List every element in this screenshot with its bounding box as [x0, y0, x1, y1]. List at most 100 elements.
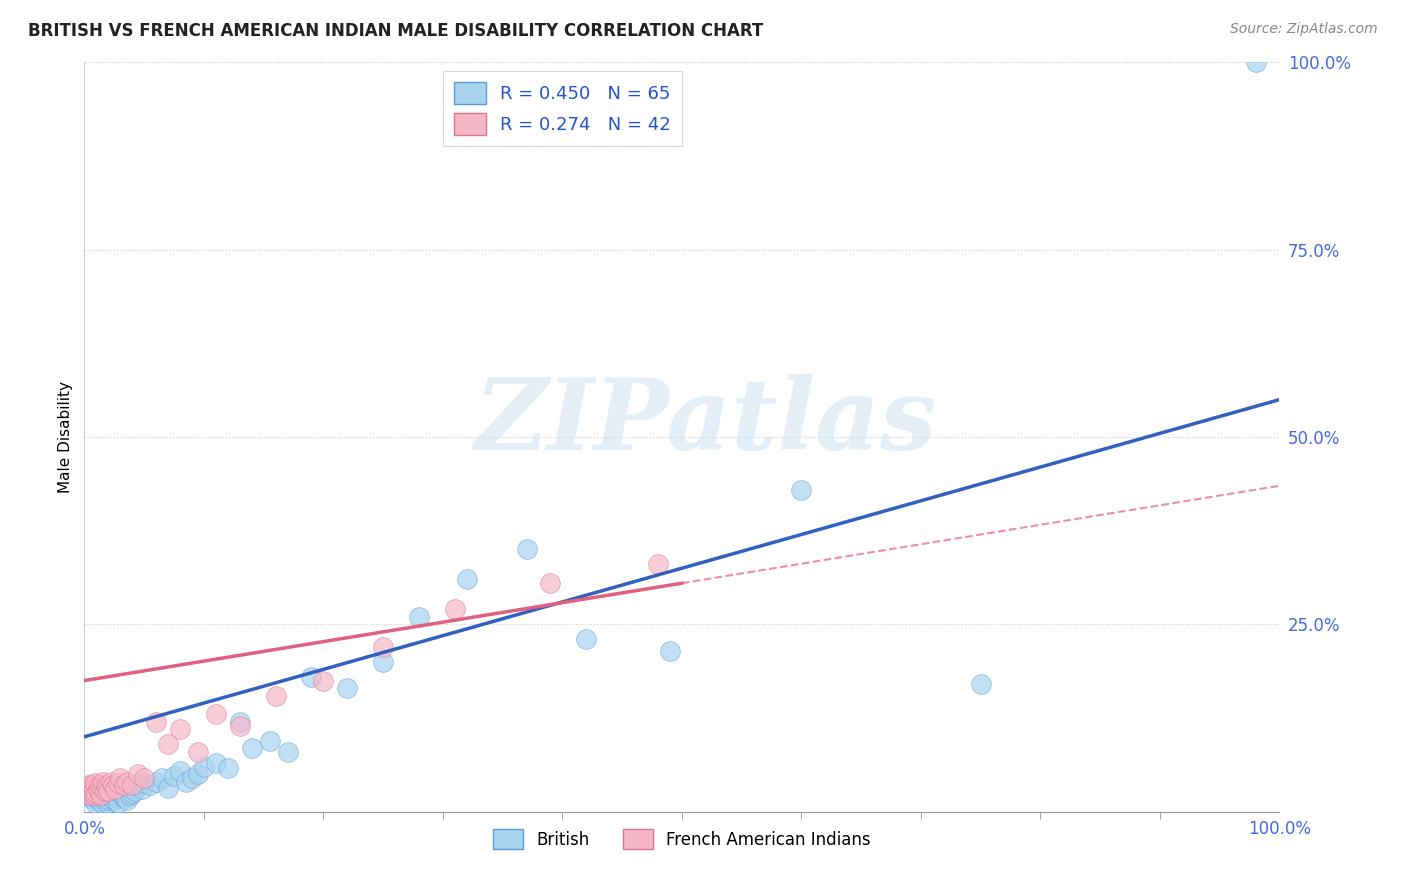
Point — [83, 782, 105, 797]
Point — [104, 782, 127, 797]
Point — [456, 573, 478, 587]
Point — [107, 796, 129, 810]
Point — [107, 776, 129, 790]
Point — [118, 789, 141, 803]
Point — [93, 783, 115, 797]
Point — [79, 786, 101, 800]
Point — [647, 558, 669, 572]
Point — [259, 733, 281, 747]
Point — [86, 791, 108, 805]
Point — [87, 793, 110, 807]
Point — [121, 786, 143, 800]
Point — [240, 741, 263, 756]
Point — [84, 776, 107, 790]
Point — [110, 771, 132, 785]
Point — [84, 796, 107, 810]
Point — [157, 780, 180, 795]
Point — [169, 764, 191, 778]
Point — [83, 789, 105, 803]
Point — [127, 767, 149, 781]
Point — [114, 791, 136, 805]
Point — [131, 782, 153, 797]
Point — [89, 789, 111, 804]
Point — [86, 786, 108, 800]
Point — [1244, 55, 1267, 70]
Point — [444, 602, 467, 616]
Text: BRITISH VS FRENCH AMERICAN INDIAN MALE DISABILITY CORRELATION CHART: BRITISH VS FRENCH AMERICAN INDIAN MALE D… — [28, 22, 763, 40]
Point — [93, 774, 115, 789]
Point — [89, 779, 111, 793]
Point — [145, 714, 167, 729]
Point — [205, 707, 228, 722]
Point — [90, 789, 112, 803]
Point — [90, 791, 112, 805]
Point — [110, 786, 132, 800]
Point — [79, 789, 101, 803]
Point — [205, 756, 228, 770]
Point — [91, 786, 114, 800]
Point — [87, 786, 110, 800]
Point — [97, 796, 120, 810]
Point — [121, 779, 143, 793]
Point — [98, 793, 121, 807]
Point — [94, 789, 117, 803]
Point — [301, 670, 323, 684]
Point — [111, 789, 134, 804]
Point — [229, 718, 252, 732]
Point — [86, 782, 108, 797]
Point — [93, 793, 115, 807]
Point — [77, 779, 100, 793]
Point — [264, 689, 287, 703]
Point — [86, 782, 108, 797]
Point — [174, 774, 197, 789]
Point — [540, 576, 562, 591]
Point — [516, 542, 538, 557]
Point — [373, 640, 395, 654]
Point — [139, 779, 162, 793]
Point — [659, 643, 682, 657]
Point — [336, 681, 359, 695]
Point — [575, 632, 598, 647]
Point — [83, 789, 105, 803]
Point — [312, 673, 335, 688]
Point — [77, 782, 100, 797]
Point — [105, 791, 128, 805]
Point — [96, 780, 118, 795]
Point — [229, 714, 252, 729]
Point — [150, 771, 173, 785]
Point — [117, 774, 139, 789]
Point — [193, 760, 215, 774]
Point — [103, 793, 125, 807]
Point — [970, 677, 993, 691]
Point — [112, 779, 135, 793]
Y-axis label: Male Disability: Male Disability — [58, 381, 73, 493]
Point — [97, 783, 120, 797]
Point — [373, 655, 395, 669]
Point — [82, 783, 104, 797]
Point — [104, 789, 127, 803]
Point — [187, 745, 209, 759]
Point — [100, 774, 122, 789]
Point — [181, 771, 204, 785]
Text: ZIPatlas: ZIPatlas — [475, 374, 936, 470]
Point — [91, 780, 114, 795]
Point — [157, 737, 180, 751]
Point — [124, 783, 146, 797]
Point — [87, 783, 110, 797]
Point — [83, 793, 105, 807]
Point — [790, 483, 813, 497]
Point — [132, 771, 156, 785]
Point — [277, 745, 299, 759]
Point — [101, 791, 124, 805]
Point — [96, 791, 118, 805]
Point — [408, 610, 430, 624]
Point — [163, 769, 186, 783]
Point — [101, 779, 124, 793]
Point — [117, 793, 139, 807]
Point — [80, 779, 103, 793]
Point — [100, 789, 122, 804]
Point — [86, 789, 108, 804]
Point — [101, 786, 124, 800]
Point — [145, 774, 167, 789]
Point — [169, 723, 191, 737]
